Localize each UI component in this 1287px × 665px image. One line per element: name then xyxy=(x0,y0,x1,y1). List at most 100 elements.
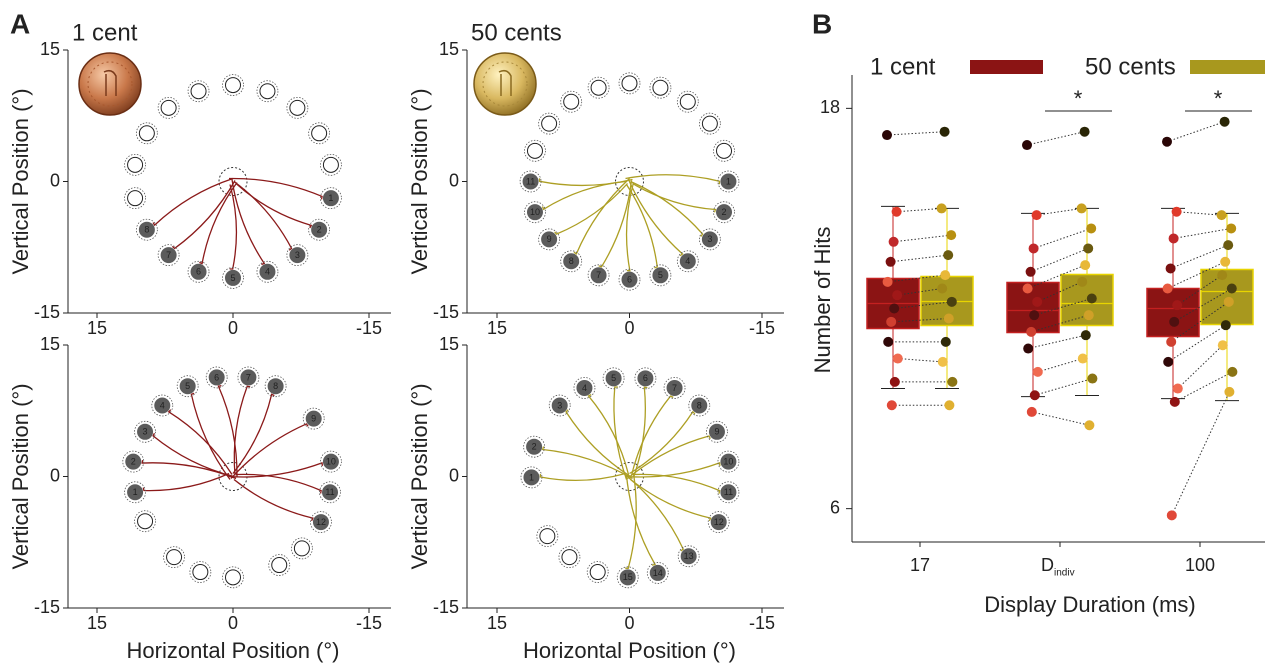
trajectory xyxy=(541,446,633,480)
y-tick-label: -15 xyxy=(433,302,459,322)
target-ring xyxy=(649,264,672,287)
target xyxy=(679,253,696,270)
target-ring xyxy=(548,394,571,417)
trajectory xyxy=(625,184,658,269)
y-tick-label: 18 xyxy=(820,97,840,117)
point xyxy=(1217,270,1228,281)
box xyxy=(1006,281,1060,334)
pair-line xyxy=(897,287,943,296)
significance-label: * xyxy=(1214,86,1223,111)
target-label: 5 xyxy=(185,381,190,391)
target-label: 3 xyxy=(143,427,148,437)
trajectory xyxy=(598,180,633,268)
target-ring xyxy=(320,153,342,176)
target-ring xyxy=(713,201,735,224)
pair-line xyxy=(1036,281,1083,303)
y-tick-label: -15 xyxy=(34,302,60,322)
point xyxy=(946,230,957,241)
target xyxy=(137,423,154,440)
target-ring xyxy=(524,139,546,162)
target-ring xyxy=(222,74,244,96)
target xyxy=(311,221,328,238)
target-ring xyxy=(586,561,609,583)
target xyxy=(127,190,144,207)
point xyxy=(946,296,957,307)
pair-line xyxy=(1034,378,1093,396)
target-ring xyxy=(698,112,721,135)
x-tick-label: 15 xyxy=(487,318,507,338)
target xyxy=(522,173,539,190)
target-ring xyxy=(124,481,146,504)
target xyxy=(652,79,669,96)
pair-line xyxy=(891,318,949,323)
target-label: 1 xyxy=(133,487,138,497)
target-ring xyxy=(616,566,639,589)
pair-line xyxy=(1170,244,1229,269)
target-label: 5 xyxy=(611,373,616,383)
target-ring xyxy=(524,201,546,224)
trajectory xyxy=(625,473,637,570)
target xyxy=(137,513,154,530)
trajectory xyxy=(152,177,234,227)
y-tick-label: 6 xyxy=(830,497,840,517)
target xyxy=(701,115,718,132)
trajectory xyxy=(233,478,314,522)
trajectory xyxy=(152,432,235,478)
point xyxy=(1226,283,1237,294)
target xyxy=(680,548,697,565)
target-ring xyxy=(157,244,180,267)
target-label: 5 xyxy=(230,273,235,283)
target-ring xyxy=(677,545,700,568)
target-label: 12 xyxy=(714,517,724,527)
point xyxy=(882,276,893,287)
target-label: 2 xyxy=(317,225,322,235)
pair-line xyxy=(1034,298,1092,316)
point xyxy=(1079,126,1090,137)
pair-line xyxy=(1028,334,1086,350)
point xyxy=(888,236,899,247)
point xyxy=(1025,266,1036,277)
target-label: 11 xyxy=(724,487,733,497)
target-label: 7 xyxy=(596,270,601,280)
target xyxy=(267,378,284,395)
target xyxy=(311,125,328,142)
pair-line xyxy=(894,301,952,309)
target-ring xyxy=(688,394,711,417)
target xyxy=(322,453,339,470)
pair-line xyxy=(1177,344,1224,389)
target xyxy=(289,247,306,264)
x-tick-label: 15 xyxy=(87,613,107,633)
target xyxy=(708,423,725,440)
x-tick-label: 0 xyxy=(624,318,634,338)
target xyxy=(589,564,606,581)
target xyxy=(293,540,310,557)
target-ring xyxy=(308,218,331,241)
target xyxy=(526,142,543,159)
pair-line xyxy=(1031,411,1090,426)
y-tick-label: 0 xyxy=(449,170,459,190)
target-ring xyxy=(134,510,156,533)
target xyxy=(561,549,578,566)
point xyxy=(1087,373,1098,384)
target-label: 10 xyxy=(723,456,733,466)
point xyxy=(1169,316,1180,327)
point xyxy=(1172,300,1183,311)
target-ring xyxy=(176,375,199,398)
point xyxy=(1080,330,1091,341)
target-ring xyxy=(713,139,735,162)
target-ring xyxy=(302,407,325,430)
panel-label: B xyxy=(812,8,832,39)
target-ring xyxy=(135,122,158,145)
y-tick-label: 15 xyxy=(40,334,60,354)
pair-line xyxy=(1167,261,1226,289)
box xyxy=(1146,287,1200,338)
point xyxy=(1077,276,1088,287)
x-tick-label: -15 xyxy=(749,318,775,338)
target-label: 7 xyxy=(246,372,251,382)
target xyxy=(720,453,737,470)
target xyxy=(305,410,322,427)
target-label: 15 xyxy=(623,572,633,582)
target xyxy=(691,397,708,414)
target xyxy=(322,484,339,501)
target xyxy=(551,397,568,414)
